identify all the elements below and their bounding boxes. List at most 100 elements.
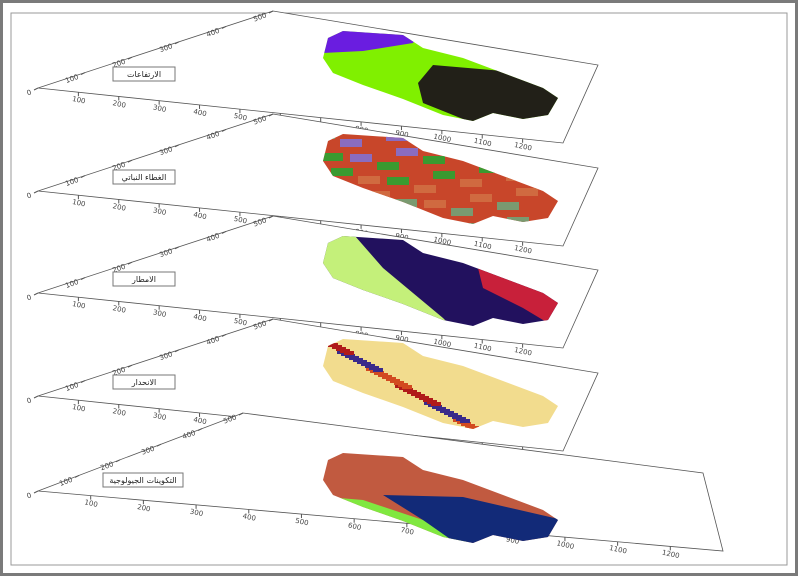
tick-mark bbox=[221, 230, 227, 234]
map-area bbox=[469, 426, 479, 429]
x-tick-label: 400 bbox=[193, 211, 208, 222]
x-tick-label: 400 bbox=[242, 512, 257, 523]
x-tick-label: 1200 bbox=[661, 549, 680, 561]
layer-label: الارتفاعات bbox=[127, 70, 161, 79]
tick-mark bbox=[221, 333, 227, 337]
x-tick-label: 200 bbox=[112, 202, 127, 213]
tick-mark bbox=[33, 292, 39, 296]
map-area bbox=[414, 185, 436, 193]
tick-mark bbox=[33, 190, 39, 194]
x-tick-label: 100 bbox=[84, 498, 99, 509]
y-tick-label: 0 bbox=[26, 88, 33, 97]
map-area bbox=[431, 402, 441, 406]
map-area bbox=[358, 176, 380, 184]
map-area bbox=[460, 179, 482, 187]
layer-label: الانحدار bbox=[131, 378, 156, 387]
tick-mark bbox=[268, 318, 274, 322]
x-tick-label: 1000 bbox=[433, 133, 452, 145]
x-tick-label: 1200 bbox=[513, 346, 532, 358]
x-tick-label: 200 bbox=[112, 407, 127, 418]
x-tick-label: 900 bbox=[395, 129, 410, 140]
x-tick-label: 100 bbox=[71, 403, 86, 414]
layer-label: التكوينات الجيولوجية bbox=[109, 476, 176, 485]
y-tick-label: 0 bbox=[26, 491, 33, 500]
x-tick-label: 1100 bbox=[608, 544, 627, 556]
map-area bbox=[395, 199, 417, 207]
map-area bbox=[350, 154, 372, 162]
map-area bbox=[516, 188, 538, 196]
inner-frame bbox=[10, 12, 788, 566]
map-area bbox=[344, 351, 354, 355]
tick-mark bbox=[74, 474, 80, 478]
x-tick-label: 1000 bbox=[556, 539, 575, 551]
layer-stack: 0100200300400500100200300400500600700800… bbox=[10, 10, 788, 566]
map-area bbox=[396, 148, 418, 156]
x-tick-label: 500 bbox=[233, 215, 248, 226]
x-tick-label: 300 bbox=[152, 103, 167, 114]
layer-label: الغطاء النباتي bbox=[122, 173, 167, 182]
x-tick-label: 400 bbox=[193, 313, 208, 324]
x-tick-label: 100 bbox=[71, 300, 86, 311]
x-tick-label: 500 bbox=[233, 317, 248, 328]
tick-mark bbox=[174, 41, 180, 45]
tick-mark bbox=[174, 144, 180, 148]
tick-mark bbox=[238, 412, 244, 416]
map-area bbox=[323, 31, 423, 53]
tick-mark bbox=[80, 380, 86, 384]
tick-mark bbox=[33, 395, 39, 399]
tick-mark bbox=[197, 428, 203, 432]
map-area bbox=[383, 495, 558, 543]
x-tick-label: 100 bbox=[71, 198, 86, 209]
x-tick-label: 900 bbox=[395, 334, 410, 345]
x-tick-label: 1200 bbox=[513, 141, 532, 153]
x-tick-label: 900 bbox=[505, 535, 520, 546]
tick-mark bbox=[127, 159, 133, 163]
tick-mark bbox=[174, 349, 180, 353]
label-box bbox=[112, 66, 176, 82]
y-tick-label: 0 bbox=[26, 396, 33, 405]
tick-mark bbox=[33, 87, 39, 91]
x-tick-label: 200 bbox=[112, 99, 127, 110]
tick-mark bbox=[127, 364, 133, 368]
x-tick-label: 300 bbox=[152, 308, 167, 319]
x-tick-label: 1200 bbox=[513, 244, 532, 256]
tick-mark bbox=[174, 246, 180, 250]
map-area bbox=[544, 145, 558, 153]
map-area bbox=[470, 194, 492, 202]
x-tick-label: 600 bbox=[347, 521, 362, 532]
x-tick-label: 1100 bbox=[473, 342, 492, 354]
map-area bbox=[387, 177, 409, 185]
map-area bbox=[331, 168, 353, 176]
map-area bbox=[418, 65, 558, 121]
x-tick-label: 400 bbox=[193, 108, 208, 119]
tick-mark bbox=[268, 10, 274, 14]
x-tick-label: 300 bbox=[189, 508, 204, 519]
map-area bbox=[433, 171, 455, 179]
tick-mark bbox=[80, 277, 86, 281]
tick-mark bbox=[221, 128, 227, 132]
x-tick-label: 300 bbox=[152, 411, 167, 422]
y-tick-label: 0 bbox=[26, 293, 33, 302]
x-tick-label: 200 bbox=[112, 304, 127, 315]
x-tick-label: 700 bbox=[400, 526, 415, 537]
tick-mark bbox=[127, 56, 133, 60]
map-area bbox=[507, 217, 529, 224]
tick-mark bbox=[268, 215, 274, 219]
map-area bbox=[424, 200, 446, 208]
x-tick-label: 1100 bbox=[473, 240, 492, 252]
tick-mark bbox=[221, 25, 227, 29]
map-area bbox=[377, 162, 399, 170]
tick-mark bbox=[127, 261, 133, 265]
tick-mark bbox=[80, 72, 86, 76]
map-area bbox=[460, 419, 470, 423]
layer-label: الامطار bbox=[131, 275, 156, 284]
map-area bbox=[402, 385, 412, 389]
map-area bbox=[461, 223, 483, 224]
x-tick-label: 400 bbox=[193, 416, 208, 427]
x-tick-label: 100 bbox=[71, 95, 86, 106]
map-area bbox=[340, 139, 362, 147]
tick-mark bbox=[33, 490, 39, 494]
tick-mark bbox=[156, 443, 162, 447]
x-tick-label: 1100 bbox=[473, 137, 492, 149]
